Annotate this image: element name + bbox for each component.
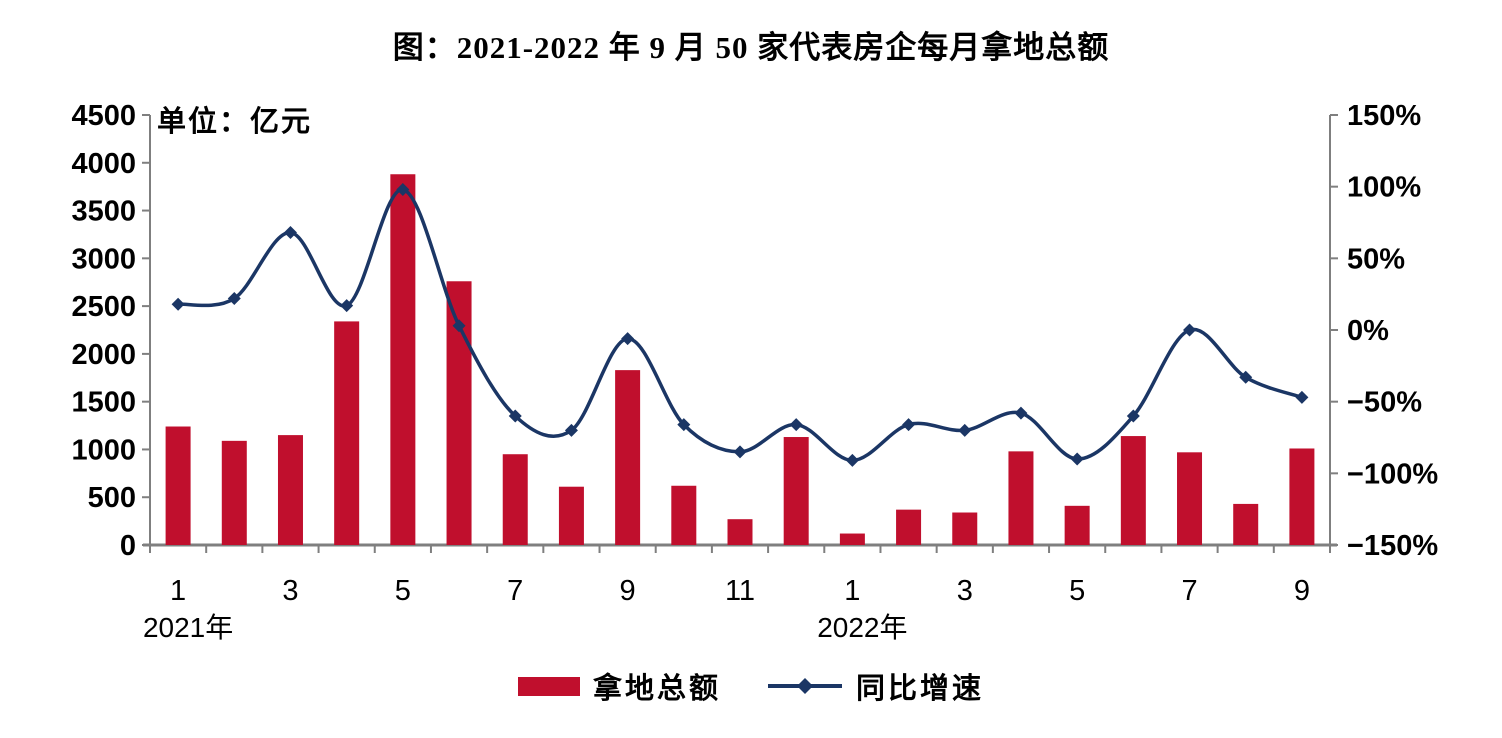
line-marker-diamond-icon	[452, 319, 466, 333]
bar	[390, 174, 416, 545]
line-marker-diamond-icon	[1014, 406, 1028, 420]
right-axis-tick-label: 0%	[1347, 315, 1389, 347]
right-axis-tick-label: −100%	[1347, 458, 1438, 490]
left-axis-tick-label: 3500	[71, 196, 136, 228]
x-axis-year-label: 2021年	[143, 612, 233, 643]
legend-item-bar: 拿地总额	[517, 665, 721, 707]
line-marker-diamond-icon	[227, 291, 241, 305]
bar	[1233, 503, 1259, 545]
bar	[1289, 448, 1315, 545]
x-axis-year-label: 2022年	[817, 612, 907, 643]
bar	[558, 486, 584, 545]
line-marker-diamond-icon	[621, 332, 635, 346]
left-axis-tick-label: 4000	[71, 148, 136, 180]
bar	[727, 519, 753, 545]
left-axis-tick-label: 1000	[71, 434, 136, 466]
line-marker-diamond-icon	[958, 423, 972, 437]
bar	[839, 533, 865, 545]
right-axis-tick-label: −150%	[1347, 530, 1438, 562]
x-axis-month-label: 3	[957, 575, 973, 607]
right-axis-tick-label: 150%	[1347, 100, 1421, 132]
legend-diamond-icon	[797, 678, 813, 694]
line-series	[177, 187, 1303, 463]
left-axis-tick-label: 3000	[71, 243, 136, 275]
line-marker-diamond-icon	[396, 183, 410, 197]
x-axis-month-label: 3	[282, 575, 298, 607]
bars-series	[165, 174, 1315, 545]
left-axis-tick-label: 4500	[71, 100, 136, 132]
right-axis-tick-label: 100%	[1347, 172, 1421, 204]
line-marker-diamond-icon	[1183, 323, 1197, 337]
line-marker-diamond-icon	[283, 226, 297, 240]
legend-line-label: 同比增速	[856, 673, 985, 705]
legend-item-line: 同比增速	[767, 665, 984, 707]
x-axis-month-label: 1	[844, 575, 860, 607]
x-axis-month-label: 5	[1069, 575, 1085, 607]
right-axis-tick-label: 50%	[1347, 243, 1405, 275]
line-marker-diamond-icon	[1239, 370, 1253, 384]
bar	[165, 426, 191, 545]
legend: 拿地总额 同比增速	[0, 664, 1502, 708]
line-marker-diamond-icon	[677, 418, 691, 432]
bar	[221, 440, 247, 545]
bar	[334, 321, 360, 545]
line-marker-diamond-icon	[564, 423, 578, 437]
line-marker-diamond-icon	[508, 409, 522, 423]
bar	[1177, 452, 1203, 545]
left-axis-tick-label: 500	[88, 482, 136, 514]
left-axis-tick-label: 2000	[71, 339, 136, 371]
line-marker-diamond-icon	[1126, 409, 1140, 423]
x-axis-month-label: 9	[1294, 575, 1310, 607]
legend-line-swatch	[768, 678, 842, 694]
x-axis-month-label: 7	[507, 575, 523, 607]
bar	[502, 454, 528, 545]
x-axis-month-label: 5	[395, 575, 411, 607]
plot-area: 450040003500300025002000150010005000150%…	[71, 100, 1438, 643]
bar	[671, 485, 697, 545]
line-marker-diamond-icon	[1295, 390, 1309, 404]
x-axis-month-label: 9	[620, 575, 636, 607]
x-axis-month-label: 1	[170, 575, 186, 607]
left-axis-unit-label: 单位：亿元	[157, 106, 313, 138]
left-axis-tick-label: 1500	[71, 387, 136, 419]
line-marker-diamond-icon	[1070, 452, 1084, 466]
legend-bar-swatch	[517, 676, 580, 696]
bar	[952, 512, 978, 545]
line-marker-diamond-icon	[789, 418, 803, 432]
line-marker-diamond-icon	[733, 445, 747, 459]
bar	[615, 370, 641, 545]
legend-bar-label: 拿地总额	[592, 673, 721, 705]
bar	[277, 435, 303, 545]
line-marker-diamond-icon	[902, 418, 916, 432]
bar	[896, 509, 922, 545]
line-marker-diamond-icon	[340, 299, 354, 313]
line-marker-diamond-icon	[845, 453, 859, 467]
bar	[1008, 451, 1034, 545]
chart-title: 图：2021-2022 年 9 月 50 家代表房企每月拿地总额	[392, 30, 1110, 65]
bar	[1120, 436, 1146, 545]
x-axis-month-label: 7	[1181, 575, 1197, 607]
line-marker-diamond-icon	[171, 297, 185, 311]
bar	[1064, 505, 1090, 545]
right-axis-tick-label: −50%	[1347, 387, 1422, 419]
left-axis-tick-label: 0	[120, 530, 136, 562]
left-axis-tick-label: 2500	[71, 291, 136, 323]
bar	[783, 437, 809, 545]
x-axis-month-label: 11	[725, 575, 755, 607]
